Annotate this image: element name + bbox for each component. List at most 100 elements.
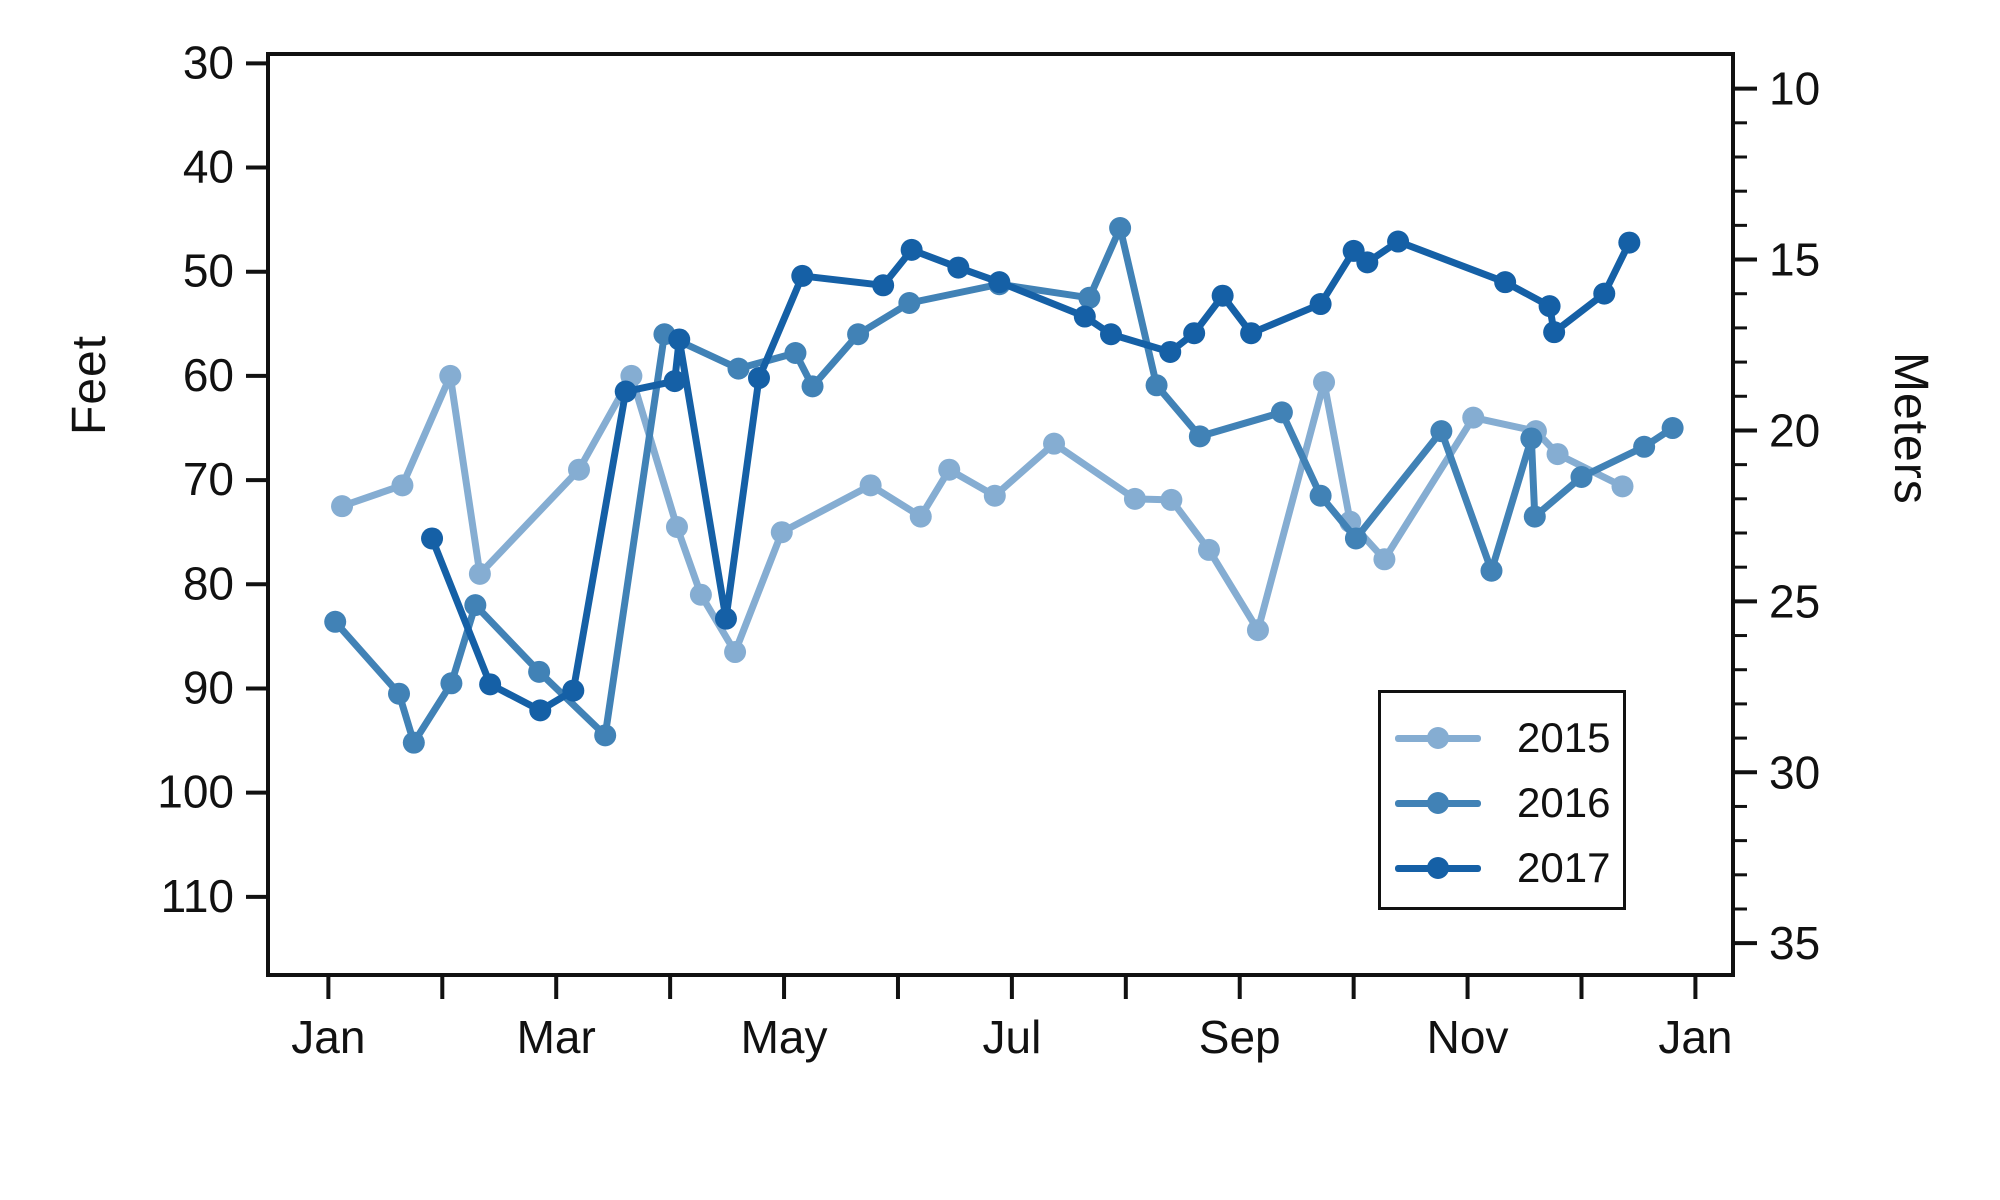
series-point-2017 bbox=[1309, 293, 1332, 316]
meters-tick-label: 35 bbox=[1769, 917, 1820, 969]
series-point-2015 bbox=[1246, 619, 1269, 642]
series-point-2017 bbox=[747, 367, 770, 390]
series-point-2016 bbox=[388, 682, 411, 705]
feet-tick-label: 90 bbox=[183, 661, 234, 713]
series-point-2015 bbox=[1313, 371, 1336, 394]
series-point-2017 bbox=[1618, 231, 1641, 254]
series-point-2017 bbox=[562, 679, 585, 702]
feet-tick-label: 60 bbox=[183, 349, 234, 401]
series-point-2016 bbox=[1145, 374, 1168, 397]
series-point-2015 bbox=[1611, 475, 1634, 498]
series-point-2016 bbox=[402, 731, 425, 754]
series-point-2016 bbox=[1344, 527, 1367, 550]
series-point-2016 bbox=[1430, 420, 1453, 443]
series-point-2017 bbox=[1073, 305, 1096, 328]
series-point-2016 bbox=[801, 375, 824, 398]
series-point-2016 bbox=[1480, 559, 1503, 582]
legend-item-2017: 2017 bbox=[1381, 841, 1623, 895]
series-point-2017 bbox=[714, 607, 737, 630]
series-point-2016 bbox=[1523, 505, 1546, 528]
series-point-2016 bbox=[1520, 427, 1543, 450]
series-point-2017 bbox=[1159, 340, 1182, 363]
series-point-2017 bbox=[1183, 322, 1206, 345]
meters-tick-label: 20 bbox=[1769, 404, 1820, 456]
meters-tick-label: 30 bbox=[1769, 746, 1820, 798]
series-point-2015 bbox=[1160, 488, 1183, 511]
series-point-2017 bbox=[668, 328, 691, 351]
feet-tick-label: 40 bbox=[183, 141, 234, 193]
legend-marker-2015-icon bbox=[1395, 727, 1481, 749]
series-point-2017 bbox=[1100, 323, 1123, 346]
y-axis-title-meters: Meters bbox=[1884, 352, 1937, 505]
feet-tick-label: 70 bbox=[183, 453, 234, 505]
legend-marker-2016-icon bbox=[1395, 792, 1481, 814]
series-point-2017 bbox=[1356, 251, 1379, 274]
series-point-2016 bbox=[727, 357, 750, 380]
series-point-2016 bbox=[440, 672, 463, 695]
series-point-2015 bbox=[689, 583, 712, 606]
series-point-2016 bbox=[784, 342, 807, 365]
series-point-2016 bbox=[898, 292, 921, 315]
series-point-2016 bbox=[1078, 286, 1101, 309]
series-point-2017 bbox=[529, 699, 552, 722]
series-point-2016 bbox=[1570, 465, 1593, 488]
meters-tick-label: 15 bbox=[1769, 234, 1820, 286]
series-point-2016 bbox=[464, 594, 487, 617]
series-point-2017 bbox=[614, 380, 637, 403]
series-point-2015 bbox=[1373, 548, 1396, 571]
series-point-2017 bbox=[1494, 271, 1517, 294]
series-point-2015 bbox=[1123, 487, 1146, 510]
series-line-2015 bbox=[338, 372, 1626, 656]
legend-label-2015: 2015 bbox=[1517, 714, 1611, 761]
series-point-2017 bbox=[1211, 284, 1234, 307]
series-point-2017 bbox=[1538, 295, 1561, 318]
series-point-2015 bbox=[983, 484, 1006, 507]
series-point-2017 bbox=[872, 274, 895, 297]
series-point-2016 bbox=[1188, 425, 1211, 448]
legend-marker-2017-icon bbox=[1395, 857, 1481, 879]
legend-item-2015: 2015 bbox=[1381, 711, 1623, 765]
legend: 2015 2016 2017 bbox=[1378, 690, 1626, 910]
month-tick-label: Jul bbox=[982, 1011, 1041, 1063]
series-point-2015 bbox=[439, 364, 462, 387]
series-point-2017 bbox=[421, 527, 444, 550]
series-point-2017 bbox=[1543, 321, 1566, 344]
legend-label-2016: 2016 bbox=[1517, 779, 1611, 826]
series-point-2015 bbox=[468, 562, 491, 585]
meters-tick-label: 25 bbox=[1769, 575, 1820, 627]
series-point-2015 bbox=[1546, 443, 1569, 466]
series-point-2015 bbox=[770, 521, 793, 544]
series-point-2015 bbox=[1462, 406, 1485, 429]
series-point-2016 bbox=[847, 323, 870, 346]
month-tick-label: Jan bbox=[291, 1011, 365, 1063]
series-point-2016 bbox=[1309, 484, 1332, 507]
series-point-2017 bbox=[1240, 322, 1263, 345]
feet-tick-label: 30 bbox=[183, 36, 234, 88]
series-point-2015 bbox=[665, 516, 688, 539]
series-point-2017 bbox=[1387, 230, 1410, 253]
feet-tick-label: 110 bbox=[161, 870, 234, 922]
legend-label-2017: 2017 bbox=[1517, 844, 1611, 891]
series-point-2015 bbox=[1197, 538, 1220, 561]
plot-frame bbox=[266, 52, 1735, 977]
y-axis-title-feet: Feet bbox=[63, 334, 116, 435]
series-point-2017 bbox=[947, 256, 970, 279]
series-point-2016 bbox=[324, 610, 347, 633]
series-point-2015 bbox=[938, 458, 961, 481]
month-tick-label: Nov bbox=[1427, 1011, 1509, 1063]
series-point-2016 bbox=[594, 724, 617, 747]
series-point-2017 bbox=[1593, 282, 1616, 305]
series-line-2016 bbox=[331, 224, 1677, 747]
series-point-2017 bbox=[479, 673, 502, 696]
series-line-2017 bbox=[428, 238, 1633, 714]
series-point-2015 bbox=[909, 505, 932, 528]
month-tick-label: Mar bbox=[517, 1011, 596, 1063]
series-point-2017 bbox=[988, 271, 1011, 294]
feet-tick-label: 80 bbox=[183, 557, 234, 609]
series-point-2015 bbox=[567, 458, 590, 481]
series-point-2015 bbox=[391, 474, 414, 497]
series-point-2016 bbox=[1633, 435, 1656, 458]
series-point-2016 bbox=[1109, 216, 1132, 239]
